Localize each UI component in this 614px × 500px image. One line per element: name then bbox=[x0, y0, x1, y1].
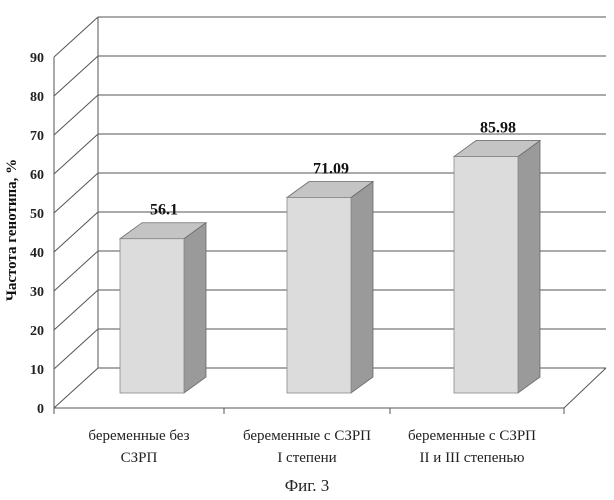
data-label: 85.98 bbox=[480, 120, 516, 137]
figure-caption: Фиг. 3 bbox=[284, 476, 330, 495]
y-tick-label: 0 bbox=[37, 402, 44, 417]
y-tick-label: 30 bbox=[30, 285, 44, 300]
gridline bbox=[53, 16, 606, 58]
y-tick-label: 70 bbox=[30, 129, 44, 144]
data-label: 71.09 bbox=[313, 161, 349, 178]
y-axis-tick-labels: 0 10 20 30 40 50 60 70 80 90 bbox=[30, 51, 44, 417]
category-label: беременные с СЗРП I степени bbox=[243, 428, 371, 466]
data-labels: 56.1 71.09 85.98 bbox=[150, 120, 516, 219]
bar bbox=[118, 221, 208, 394]
gridline bbox=[53, 55, 606, 97]
gridline bbox=[53, 133, 606, 175]
bar bbox=[285, 180, 375, 394]
bar bbox=[452, 139, 542, 394]
y-tick-label: 90 bbox=[30, 51, 44, 66]
category-label: беременные без СЗРП bbox=[88, 428, 189, 466]
y-tick-label: 10 bbox=[30, 363, 44, 378]
y-tick-label: 40 bbox=[30, 246, 44, 261]
gridline bbox=[53, 94, 606, 136]
y-tick-label: 80 bbox=[30, 90, 44, 105]
y-tick-label: 20 bbox=[30, 324, 44, 339]
y-tick-label: 50 bbox=[30, 207, 44, 222]
y-axis-label: Частота генотипа, % bbox=[4, 159, 20, 301]
data-label: 56.1 bbox=[150, 202, 178, 219]
category-label: беременные с СЗРП II и III степенью bbox=[408, 428, 536, 466]
y-tick-label: 60 bbox=[30, 168, 44, 183]
x-axis-category-labels: беременные без СЗРП беременные с СЗРП I сте… bbox=[88, 428, 536, 466]
chart-bars bbox=[118, 139, 542, 394]
